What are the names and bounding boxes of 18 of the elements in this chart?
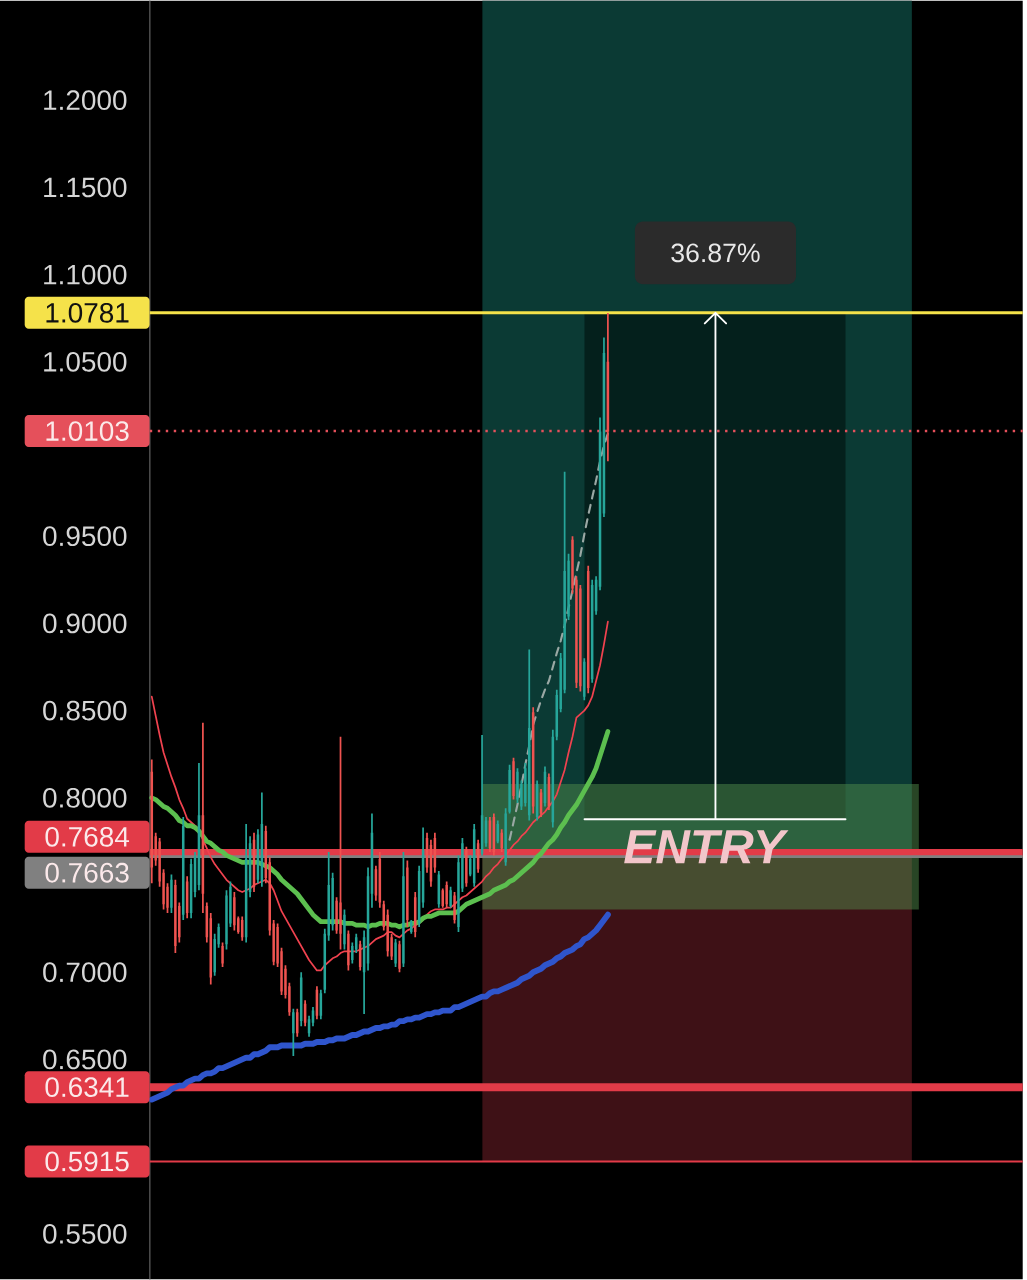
y-tick-label: 0.7000 [43,962,127,983]
ref-line-label: 1.0781 [46,302,129,323]
y-tick-label: 1.1000 [44,264,127,285]
y-tick-label: 0.6500 [43,1049,127,1070]
y-tick-label: 1.1500 [44,177,127,198]
ref-line-label: 0.7663 [45,862,129,883]
y-tick-label: 0.8000 [43,787,127,808]
y-tick-label: 1.0500 [44,351,127,372]
y-tick-label: 0.9500 [43,526,127,547]
ref-line-label: 0.5915 [45,1151,129,1172]
band-label: 36.87% [671,243,760,263]
y-tick-label: 0.9000 [43,613,127,634]
ref-line-label: 0.7684 [45,826,130,847]
ref-line-label: 0.6341 [45,1077,129,1098]
y-tick-label: 0.5500 [43,1223,127,1244]
ref-line-label: 1.0103 [46,421,129,441]
y-tick-label: 0.8500 [43,700,127,721]
y-tick-label: 1.2000 [44,90,127,111]
